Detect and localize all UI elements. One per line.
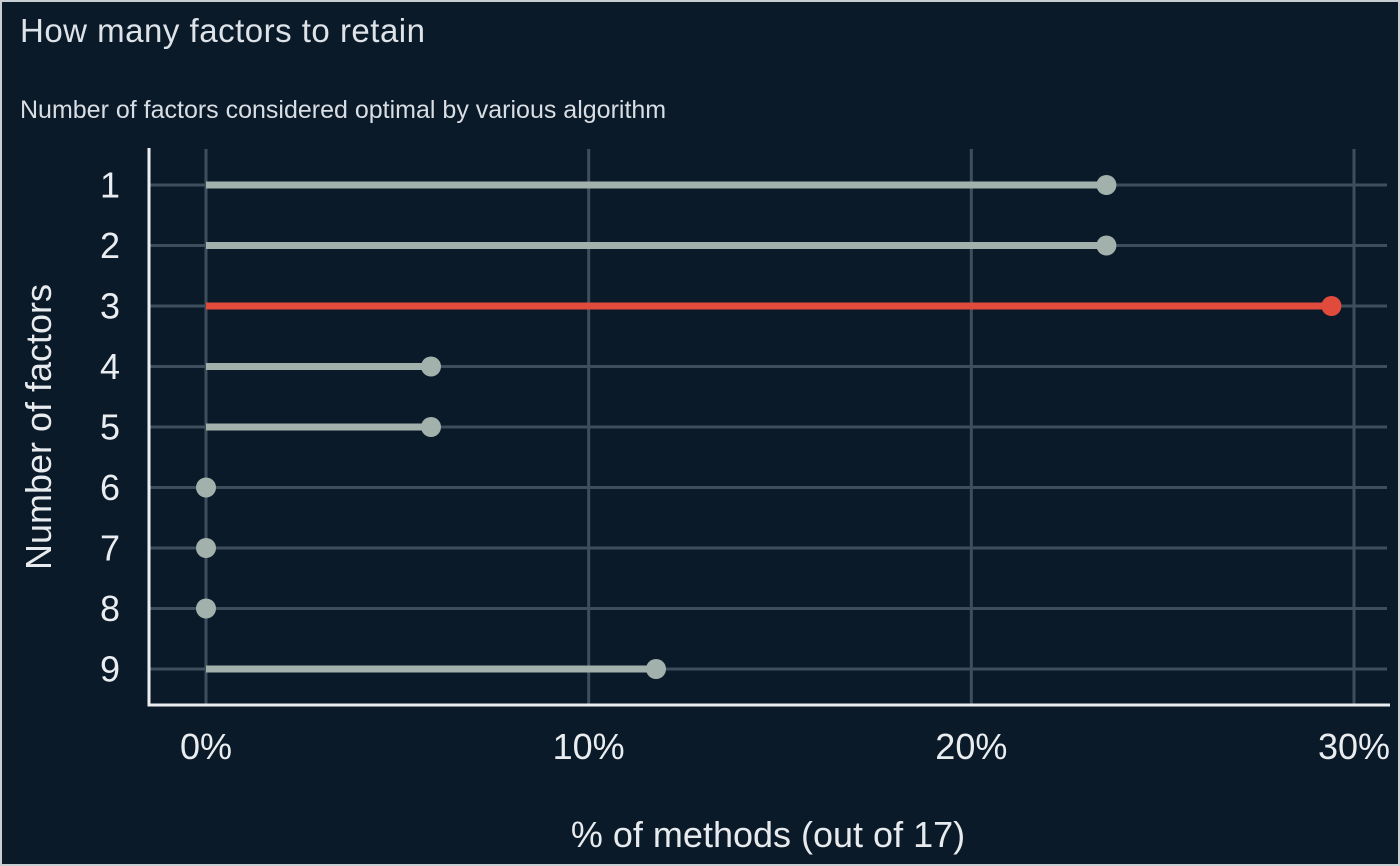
x-tick-label-10%: 10% <box>553 726 625 767</box>
y-tick-label-6: 6 <box>100 467 120 508</box>
dot-factor-2 <box>1096 235 1117 256</box>
y-tick-label-3: 3 <box>100 286 120 327</box>
dot-factor-7 <box>196 538 216 558</box>
x-tick-label-30%: 30% <box>1318 726 1390 767</box>
y-tick-label-9: 9 <box>100 649 120 690</box>
x-tick-label-0%: 0% <box>180 726 232 767</box>
chart-subtitle: Number of factors considered optimal by … <box>20 96 667 124</box>
y-tick-label-7: 7 <box>100 528 120 569</box>
x-axis-title: % of methods (out of 17) <box>570 814 966 855</box>
dot-factor-3 <box>1321 296 1342 316</box>
y-tick-label-2: 2 <box>100 225 120 266</box>
dot-factor-8 <box>196 598 216 619</box>
dot-factor-5 <box>421 417 442 437</box>
y-tick-label-4: 4 <box>100 346 120 387</box>
y-tick-label-8: 8 <box>100 588 120 629</box>
chart-title: How many factors to retain <box>20 12 426 49</box>
y-tick-label-1: 1 <box>100 165 120 206</box>
dot-factor-9 <box>646 659 667 679</box>
y-tick-label-5: 5 <box>100 407 120 448</box>
dot-factor-1 <box>1096 175 1117 195</box>
x-tick-label-20%: 20% <box>935 726 1007 767</box>
dot-factor-4 <box>421 356 442 377</box>
dot-factor-6 <box>196 477 216 498</box>
